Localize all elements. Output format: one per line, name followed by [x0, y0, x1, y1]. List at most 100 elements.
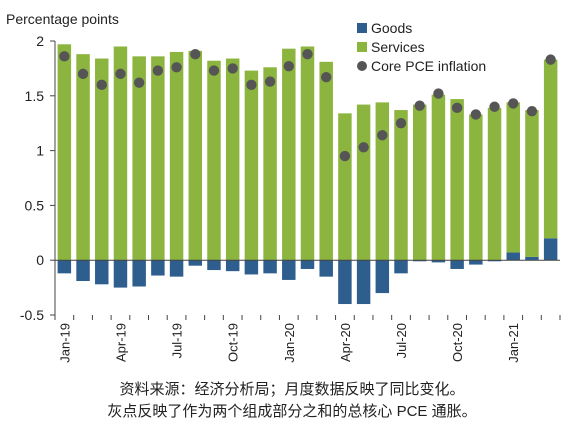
core-pce-dot: [339, 150, 351, 162]
legend-swatch-services: [357, 42, 367, 52]
y-tick-label: 2: [36, 33, 44, 49]
goods-bar: [450, 260, 464, 269]
goods-bar: [319, 260, 333, 277]
core-pce-dot: [302, 48, 313, 60]
goods-bar: [225, 260, 240, 272]
goods-bar: [375, 260, 390, 294]
legend-swatch-core-pce: [357, 61, 367, 71]
goods-bar: [57, 260, 72, 274]
legend-label-core-pce: Core PCE inflation: [371, 58, 486, 74]
goods-bar: [207, 260, 221, 271]
y-axis-ticks: 2 1.5 1 0.5 0 -0.5: [20, 33, 55, 323]
services-bar: [244, 70, 259, 261]
inflation-dots: [59, 48, 556, 162]
core-pce-dot: [470, 109, 482, 120]
legend-swatch-goods: [357, 23, 367, 33]
services-bar: [225, 58, 240, 261]
core-pce-dot: [59, 51, 70, 62]
goods-bar: [506, 252, 520, 261]
services-bar: [431, 94, 446, 261]
goods-bar: [95, 260, 109, 285]
goods-bar: [263, 260, 277, 274]
x-tick-label: Oct-19: [226, 323, 241, 362]
goods-bar: [76, 260, 90, 282]
services-bar: [525, 110, 539, 257]
goods-bar: [543, 238, 558, 261]
services-bar: [169, 51, 184, 261]
core-pce-dot: [283, 61, 294, 72]
bars: [57, 44, 558, 305]
services-bar: [282, 48, 296, 261]
services-bar: [469, 114, 483, 261]
y-tick-label: 0: [36, 252, 44, 268]
core-pce-dot: [152, 65, 164, 76]
core-pce-dot: [115, 68, 126, 80]
y-tick-label: 1: [36, 143, 44, 159]
x-tick-label: Jan-21: [506, 323, 521, 363]
goods-bar: [356, 260, 371, 305]
core-pce-dot: [489, 101, 500, 112]
goods-bar: [431, 260, 446, 263]
services-bar: [113, 46, 128, 261]
goods-bar: [487, 260, 502, 262]
goods-bar: [113, 260, 128, 288]
services-bar: [57, 44, 72, 261]
core-pce-dot: [451, 102, 463, 114]
services-bar: [412, 104, 427, 261]
legend-label-goods: Goods: [371, 20, 412, 36]
services-bar: [356, 104, 371, 261]
x-tick-label: Jul-20: [394, 323, 409, 358]
core-pce-dot: [133, 77, 145, 88]
core-pce-dot: [96, 79, 107, 91]
services-bar: [338, 113, 352, 261]
services-bar: [207, 60, 221, 261]
goods-bar: [394, 260, 408, 274]
chart: Percentage points 2 1.5 1 0.5 0 -0.5 Jan-19 Ap…: [6, 11, 561, 363]
core-pce-dot: [545, 54, 556, 65]
core-pce-dot: [321, 71, 332, 83]
services-bar: [487, 107, 502, 261]
goods-bar: [282, 260, 296, 280]
goods-bar: [151, 260, 165, 276]
legend: Goods Services Core PCE inflation: [357, 20, 486, 74]
core-pce-dot: [395, 118, 407, 129]
core-pce-dot: [190, 48, 201, 60]
services-bar: [300, 46, 315, 261]
goods-bar: [169, 260, 184, 277]
x-axis-ticks: Jan-19 Apr-19 Jul-19 Oct-19 Jan-20 Apr-20 Jul-…: [54, 315, 561, 363]
y-tick-label: 1.5: [25, 88, 45, 104]
core-pce-dot: [433, 88, 444, 99]
core-pce-dot: [414, 100, 425, 111]
y-axis-label: Percentage points: [6, 11, 119, 27]
core-pce-dot: [227, 63, 238, 74]
core-pce-dot: [208, 65, 220, 76]
goods-bar: [338, 260, 352, 305]
services-bar: [319, 61, 333, 261]
caption-note: 灰点反映了作为两个组成部分之和的总核心 PCE 通胀。: [107, 403, 477, 420]
goods-bar: [188, 260, 203, 266]
core-pce-dot: [358, 142, 369, 153]
caption-source: 资料来源：经济分析局；月度数据反映了同比变化。: [119, 381, 465, 398]
goods-bar: [244, 260, 259, 275]
core-pce-dot: [508, 98, 519, 109]
services-bar: [394, 110, 408, 261]
core-pce-dot: [264, 76, 276, 87]
services-bar: [76, 54, 90, 261]
services-bar: [132, 56, 146, 261]
services-bar: [506, 102, 520, 253]
goods-bar: [300, 260, 315, 269]
services-bar: [95, 58, 109, 261]
core-pce-dot: [171, 62, 182, 73]
y-tick-label: 0.5: [25, 197, 45, 213]
goods-bar: [469, 260, 483, 265]
services-bar: [188, 50, 203, 261]
x-tick-label: Apr-20: [338, 323, 353, 362]
services-bar: [375, 102, 390, 261]
services-bar: [263, 67, 277, 261]
x-tick-label: Jan-19: [57, 323, 72, 363]
y-tick-label: -0.5: [20, 307, 44, 323]
core-pce-dot: [526, 105, 538, 117]
x-tick-label: Apr-19: [113, 323, 128, 362]
x-tick-label: Jul-19: [170, 323, 185, 358]
services-bar: [543, 59, 558, 239]
